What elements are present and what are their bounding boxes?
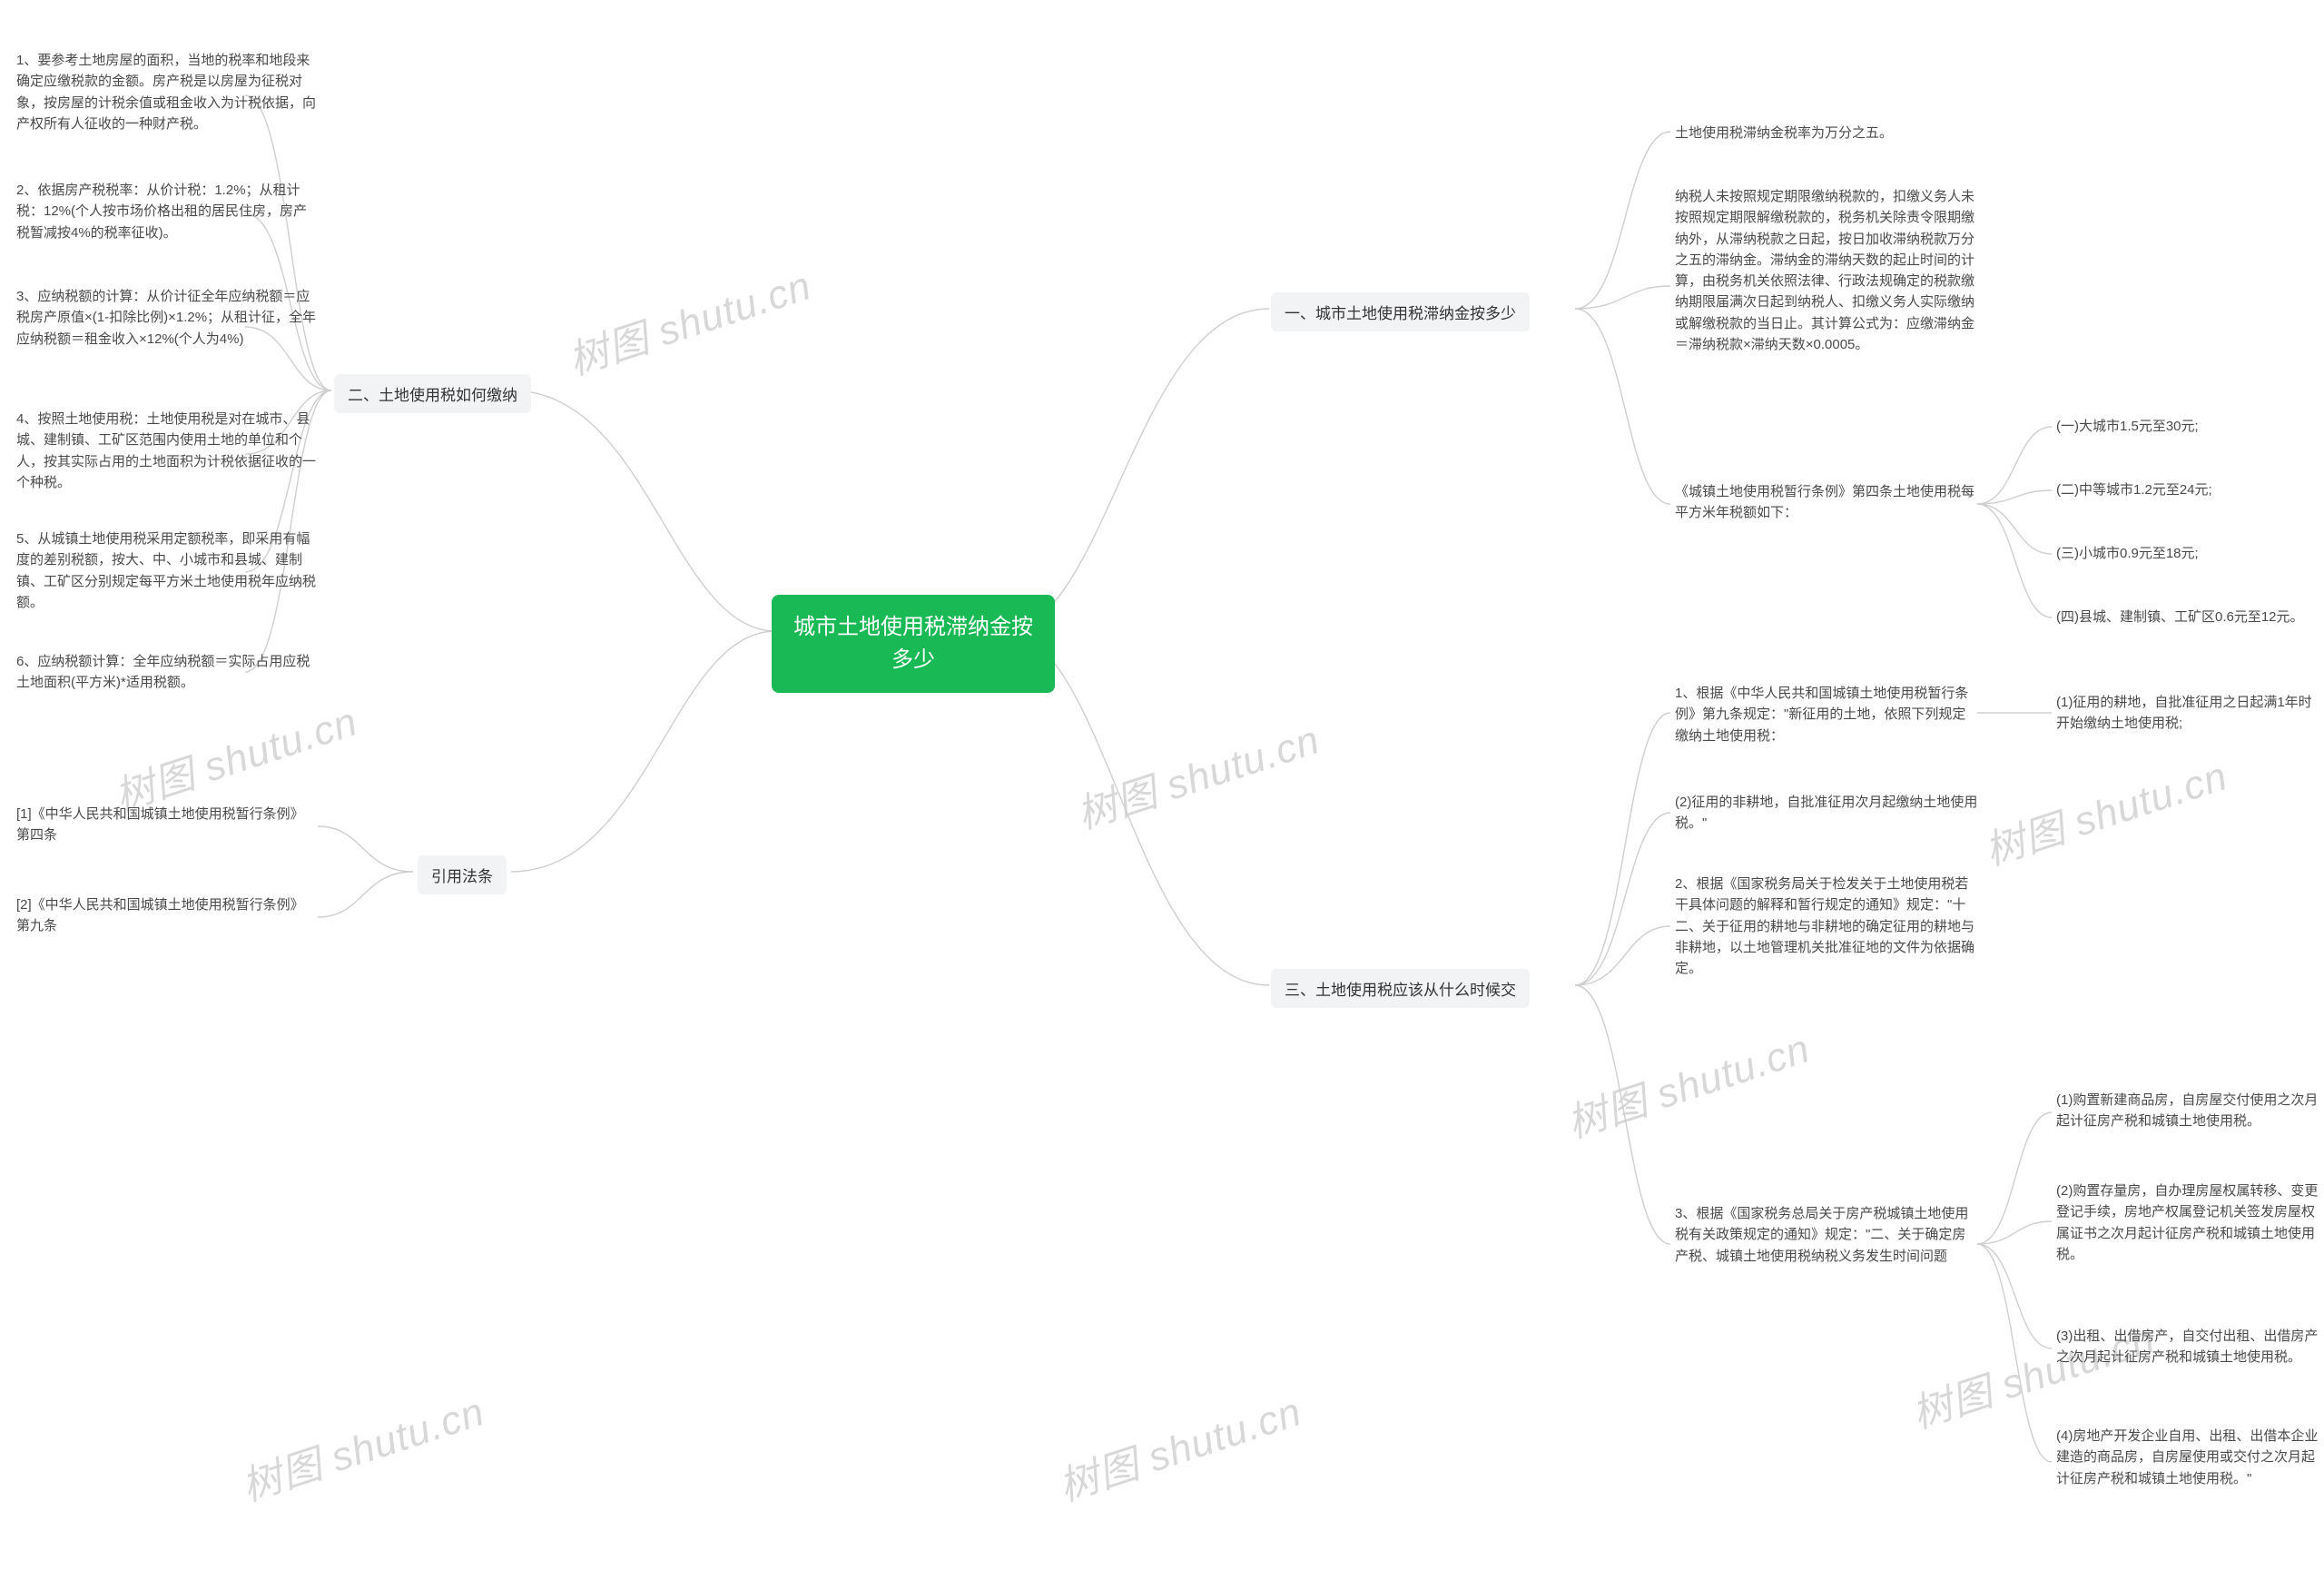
branch3-leaf-2: (2)征用的非耕地，自批准征用次月起缴纳土地使用税。" xyxy=(1675,792,1979,834)
branch-ref: 引用法条 xyxy=(418,855,507,894)
watermark: 树图 shutu.cn xyxy=(560,253,818,387)
branch3-leaf-3: 2、根据《国家税务局关于检发关于土地使用税若干具体问题的解释和暂行规定的通知》规… xyxy=(1675,874,1979,979)
watermark: 树图 shutu.cn xyxy=(1050,1379,1308,1513)
branch1-leaf-2: 纳税人未按照规定期限缴纳税款的，扣缴义务人未按照规定期限解缴税款的，税务机关除责… xyxy=(1675,186,1979,355)
branch2-leaf-2: 2、依据房产税税率：从价计税：1.2%；从租计税：12%(个人按市场价格出租的居… xyxy=(16,180,320,243)
watermark: 树图 shutu.cn xyxy=(233,1379,491,1513)
branch2-leaf-5: 5、从城镇土地使用税采用定额税率，即采用有幅度的差别税额，按大、中、小城市和县城… xyxy=(16,528,320,613)
watermark: 树图 shutu.cn xyxy=(1976,744,2234,877)
watermark: 树图 shutu.cn xyxy=(1068,707,1326,841)
branch3-sub2-leaf-2: (2)购置存量房，自办理房屋权属转移、变更登记手续，房地产权属登记机关签发房屋权… xyxy=(2056,1180,2324,1265)
branch-2: 二、土地使用税如何缴纳 xyxy=(334,374,531,413)
branch3-sub1-leaf-1: (1)征用的耕地，自批准征用之日起满1年时开始缴纳土地使用税; xyxy=(2056,692,2324,735)
branch2-leaf-4: 4、按照土地使用税：土地使用税是对在城市、县城、建制镇、工矿区范围内使用土地的单… xyxy=(16,409,320,493)
branch3-sub2-leaf-4: (4)房地产开发企业自用、出租、出借本企业建造的商品房，自房屋使用或交付之次月起… xyxy=(2056,1426,2324,1489)
branch1-sub1: 《城镇土地使用税暂行条例》第四条土地使用税每平方米年税额如下： xyxy=(1675,481,1979,524)
watermark: 树图 shutu.cn xyxy=(1559,1016,1817,1150)
branch-3: 三、土地使用税应该从什么时候交 xyxy=(1271,969,1530,1008)
branch3-sub2: 3、根据《国家税务总局关于房产税城镇土地使用税有关政策规定的通知》规定："二、关… xyxy=(1675,1203,1979,1267)
branch3-sub2-leaf-3: (3)出租、出借房产，自交付出租、出借房产之次月起计征房产税和城镇土地使用税。 xyxy=(2056,1326,2324,1368)
branch-1: 一、城市土地使用税滞纳金按多少 xyxy=(1271,292,1530,331)
branch1-sub1-leaf-4: (四)县城、建制镇、工矿区0.6元至12元。 xyxy=(2056,607,2304,627)
watermark: 树图 shutu.cn xyxy=(106,689,364,823)
branch2-leaf-1: 1、要参考土地房屋的面积，当地的税率和地段来确定应缴税款的金额。房产税是以房屋为… xyxy=(16,50,320,134)
branch3-sub2-leaf-1: (1)购置新建商品房，自房屋交付使用之次月起计征房产税和城镇土地使用税。 xyxy=(2056,1090,2324,1132)
ref-leaf-1: [1]《中华人民共和国城镇土地使用税暂行条例》 第四条 xyxy=(16,804,320,846)
branch1-sub1-leaf-2: (二)中等城市1.2元至24元; xyxy=(2056,479,2212,500)
branch1-leaf-1: 土地使用税滞纳金税率为万分之五。 xyxy=(1675,123,1893,143)
root-node: 城市土地使用税滞纳金按 多少 xyxy=(772,595,1055,693)
branch2-leaf-6: 6、应纳税额计算：全年应纳税额＝实际占用应税土地面积(平方米)*适用税额。 xyxy=(16,651,320,694)
ref-leaf-2: [2]《中华人民共和国城镇土地使用税暂行条例》 第九条 xyxy=(16,894,320,937)
branch1-sub1-leaf-3: (三)小城市0.9元至18元; xyxy=(2056,543,2199,564)
branch1-sub1-leaf-1: (一)大城市1.5元至30元; xyxy=(2056,416,2199,437)
branch3-sub1: 1、根据《中华人民共和国城镇土地使用税暂行条例》第九条规定："新征用的土地，依照… xyxy=(1675,683,1979,746)
branch2-leaf-3: 3、应纳税额的计算：从价计征全年应纳税额＝应税房产原值×(1-扣除比例)×1.2… xyxy=(16,286,320,350)
